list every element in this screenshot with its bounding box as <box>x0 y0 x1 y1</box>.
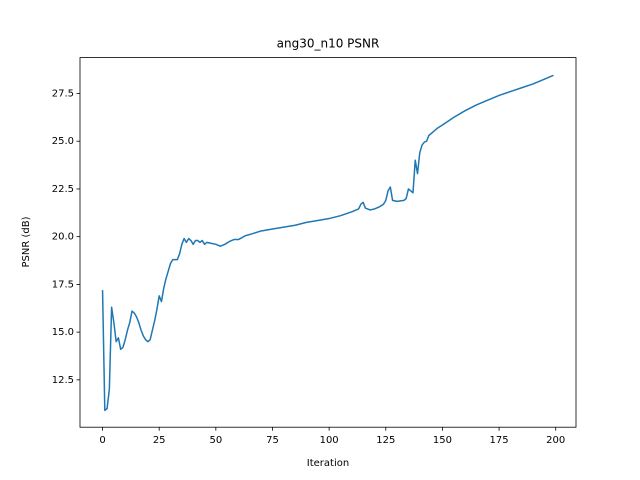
line <box>101 74 554 412</box>
y-tick-label: 12.5 <box>52 375 74 386</box>
x-tick-label: 0 <box>99 435 105 446</box>
x-tick-label: 200 <box>546 435 565 446</box>
y-tick-label: 25.0 <box>52 136 74 147</box>
x-tick-label: 25 <box>153 435 166 446</box>
y-tick-label: 20.0 <box>52 232 74 243</box>
x-tick-label: 50 <box>209 435 222 446</box>
y-tick-label: 22.5 <box>52 184 74 195</box>
x-tick-label: 125 <box>376 435 395 446</box>
x-tick-label: 75 <box>266 435 279 446</box>
x-tick-label: 150 <box>433 435 452 446</box>
y-tick-label: 15.0 <box>52 327 74 338</box>
x-axis-label: Iteration <box>307 458 349 469</box>
x-tick-label: 100 <box>320 435 339 446</box>
y-tick-label: 17.5 <box>52 279 74 290</box>
axes-frame <box>79 57 577 428</box>
chart-title: ang30_n10 PSNR <box>277 37 380 51</box>
y-tick-label: 27.5 <box>52 88 74 99</box>
y-axis-label: PSNR (dB) <box>21 216 32 267</box>
x-tick-label: 175 <box>490 435 509 446</box>
